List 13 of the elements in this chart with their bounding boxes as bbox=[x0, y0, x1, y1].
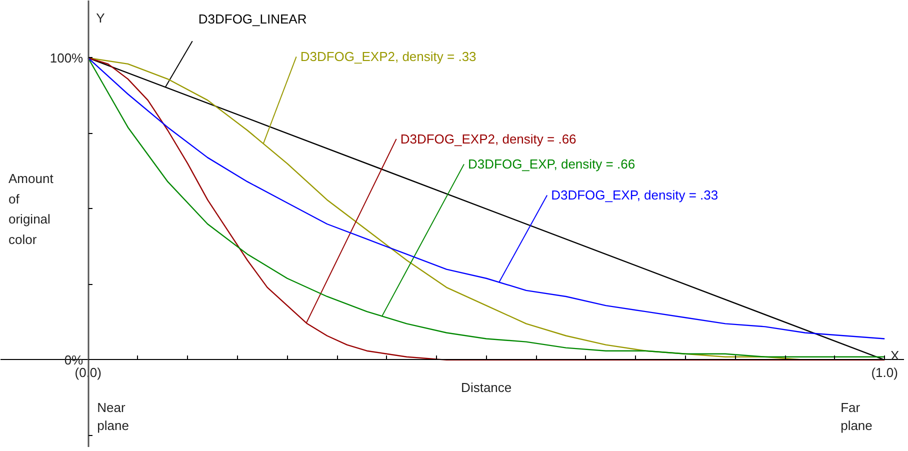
text: D3DFOG_EXP, density = .33 bbox=[551, 188, 718, 203]
text: D3DFOG_LINEAR bbox=[198, 12, 307, 27]
text: D3DFOG_EXP2, density = .33 bbox=[300, 49, 476, 64]
annotation: X bbox=[890, 348, 900, 363]
x-axis-title: Distance bbox=[461, 380, 512, 395]
y-axis-title: Amount of original color bbox=[8, 171, 54, 247]
annotation: Y bbox=[96, 10, 106, 26]
y-tick-label: 100% bbox=[50, 50, 84, 66]
x-tick-label: (1.0) bbox=[871, 364, 898, 380]
annotation: Far plane bbox=[840, 400, 872, 433]
annotation: Near plane bbox=[97, 400, 129, 433]
text: D3DFOG_EXP, density = .66 bbox=[468, 156, 636, 172]
text: D3DFOG_EXP2, density = .66 bbox=[400, 131, 576, 146]
